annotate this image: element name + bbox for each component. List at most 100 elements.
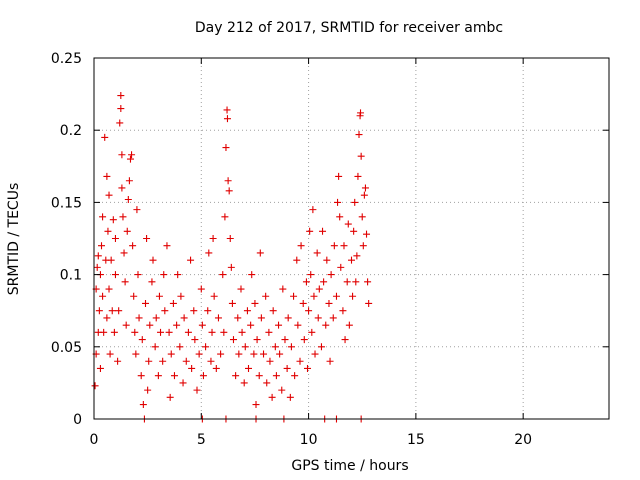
- data-point: [314, 314, 322, 322]
- data-point: [300, 336, 308, 344]
- data-point: [182, 357, 190, 365]
- data-point: [353, 252, 361, 260]
- x-axis-label: GPS time / hours: [291, 458, 408, 474]
- data-point: [297, 242, 305, 250]
- data-point: [337, 263, 345, 271]
- data-point: [309, 206, 317, 214]
- data-point: [350, 227, 358, 235]
- data-point: [336, 213, 344, 221]
- data-point: [180, 314, 188, 322]
- data-point: [359, 242, 367, 250]
- data-point: [96, 364, 104, 372]
- data-point: [202, 343, 210, 351]
- data-point: [157, 328, 165, 336]
- data-point: [117, 92, 125, 100]
- data-point: [118, 151, 126, 159]
- data-point: [255, 372, 263, 380]
- y-tick-label: 0.1: [60, 268, 82, 284]
- data-point: [111, 271, 119, 279]
- data-point: [319, 227, 327, 235]
- data-point: [176, 343, 184, 351]
- data-point: [145, 357, 153, 365]
- x-tick-label: 5: [197, 432, 206, 448]
- data-point: [134, 271, 142, 279]
- data-point: [125, 177, 133, 185]
- data-point: [352, 278, 360, 286]
- data-point: [165, 328, 173, 336]
- data-point: [227, 263, 235, 271]
- data-point: [315, 285, 323, 293]
- data-point: [103, 172, 111, 180]
- data-point: [291, 372, 299, 380]
- data-point: [143, 235, 151, 242]
- data-point: [235, 350, 243, 358]
- axis-ticks: [93, 57, 609, 420]
- data-point: [214, 314, 222, 322]
- data-point: [212, 364, 220, 372]
- data-point: [106, 350, 114, 358]
- x-tick-label: 10: [300, 432, 318, 448]
- x-tick-label: 20: [514, 432, 532, 448]
- plot-frame: [93, 57, 610, 420]
- data-points: [91, 92, 373, 423]
- y-tick-label: 0.2: [60, 123, 82, 139]
- data-point: [311, 350, 319, 358]
- data-point: [327, 271, 335, 279]
- data-point: [256, 249, 264, 257]
- data-point: [161, 307, 169, 315]
- data-point: [329, 314, 337, 322]
- data-point: [361, 184, 369, 192]
- data-point: [351, 198, 359, 206]
- data-point: [251, 299, 259, 307]
- data-point: [120, 249, 128, 257]
- data-point: [326, 357, 334, 365]
- data-point: [363, 230, 371, 238]
- data-point: [220, 328, 228, 336]
- data-point: [357, 109, 365, 117]
- data-point: [204, 307, 212, 315]
- data-point: [306, 227, 314, 235]
- data-point: [278, 386, 286, 394]
- data-point: [276, 350, 284, 358]
- data-point: [322, 321, 330, 329]
- data-point: [304, 364, 312, 372]
- data-point: [115, 307, 123, 315]
- data-point: [272, 372, 280, 380]
- grid-lines: [94, 58, 609, 419]
- data-point: [109, 216, 117, 224]
- data-point: [217, 350, 225, 358]
- data-point: [169, 299, 177, 307]
- data-point: [349, 292, 357, 300]
- data-point: [226, 235, 234, 242]
- data-point: [132, 350, 140, 358]
- data-point: [299, 299, 307, 307]
- x-tick-label: 15: [407, 432, 425, 448]
- data-point: [313, 249, 321, 257]
- data-point: [294, 321, 302, 329]
- data-point: [358, 213, 366, 221]
- data-point: [195, 350, 203, 358]
- data-point: [266, 357, 274, 365]
- data-point: [101, 133, 109, 141]
- data-point: [197, 285, 205, 293]
- data-point: [364, 278, 372, 286]
- data-point: [240, 379, 248, 387]
- data-point: [198, 321, 206, 329]
- data-point: [260, 350, 268, 358]
- data-point: [193, 386, 201, 394]
- data-point: [268, 393, 276, 401]
- data-point: [344, 220, 352, 228]
- data-point: [325, 299, 333, 307]
- data-point: [184, 328, 192, 336]
- data-point: [340, 242, 348, 250]
- data-point: [103, 314, 111, 322]
- y-axis-label: SRMTID / TECUs: [6, 183, 22, 296]
- data-point: [123, 227, 131, 235]
- data-point: [209, 235, 217, 242]
- data-point: [221, 213, 229, 221]
- data-point: [107, 256, 115, 264]
- data-point: [250, 350, 258, 358]
- data-point: [179, 379, 187, 387]
- data-point: [234, 314, 242, 322]
